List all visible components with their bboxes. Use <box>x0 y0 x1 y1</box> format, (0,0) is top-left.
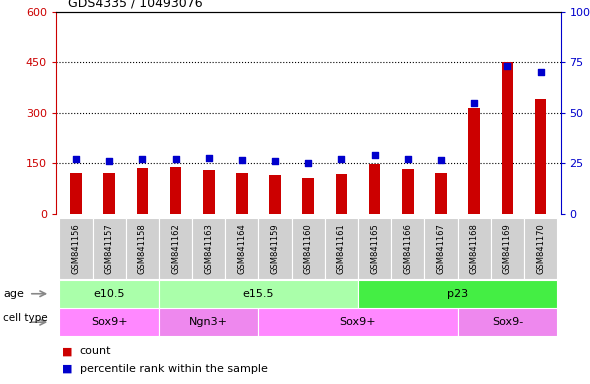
Text: GSM841167: GSM841167 <box>437 223 445 274</box>
Text: Sox9+: Sox9+ <box>91 317 127 327</box>
Bar <box>402 169 414 214</box>
Bar <box>70 174 82 214</box>
Bar <box>60 308 159 336</box>
Point <box>470 99 479 106</box>
Bar <box>159 218 192 279</box>
Text: GSM841164: GSM841164 <box>237 223 247 274</box>
Bar <box>192 218 225 279</box>
Bar <box>60 218 93 279</box>
Bar <box>491 218 524 279</box>
Bar <box>336 174 348 214</box>
Point <box>204 155 214 161</box>
Text: age: age <box>3 289 24 299</box>
Text: GSM841163: GSM841163 <box>204 223 213 274</box>
Point <box>436 157 446 163</box>
Point <box>370 152 379 158</box>
Text: GDS4335 / 10493076: GDS4335 / 10493076 <box>68 0 202 10</box>
Bar <box>159 308 258 336</box>
Bar <box>203 170 215 214</box>
Text: GSM841170: GSM841170 <box>536 223 545 274</box>
Bar <box>93 218 126 279</box>
Bar <box>126 218 159 279</box>
Bar <box>258 218 291 279</box>
Text: ■: ■ <box>62 346 73 356</box>
Bar <box>535 99 546 214</box>
Point <box>137 156 147 162</box>
Text: count: count <box>80 346 111 356</box>
Text: GSM841169: GSM841169 <box>503 223 512 274</box>
Text: p23: p23 <box>447 289 468 299</box>
Text: Sox9-: Sox9- <box>492 317 523 327</box>
Text: GSM841157: GSM841157 <box>104 223 114 274</box>
Bar <box>236 173 248 214</box>
Text: GSM841162: GSM841162 <box>171 223 180 274</box>
Text: GSM841161: GSM841161 <box>337 223 346 274</box>
Text: cell type: cell type <box>3 313 48 323</box>
Point <box>171 156 180 162</box>
Point <box>270 158 280 164</box>
Text: GSM841158: GSM841158 <box>138 223 147 274</box>
Text: GSM841160: GSM841160 <box>304 223 313 274</box>
Bar <box>369 164 381 214</box>
Bar <box>103 173 115 214</box>
Point <box>536 69 545 75</box>
Text: GSM841159: GSM841159 <box>271 223 280 274</box>
Bar <box>358 280 557 308</box>
Bar <box>502 62 513 214</box>
Bar <box>60 280 159 308</box>
Bar <box>291 218 325 279</box>
Bar <box>524 218 557 279</box>
Point <box>71 156 81 162</box>
Point <box>237 157 247 163</box>
Point <box>503 63 512 69</box>
Bar <box>424 218 458 279</box>
Bar <box>170 167 181 214</box>
Bar <box>269 175 281 214</box>
Text: Ngn3+: Ngn3+ <box>189 317 228 327</box>
Bar <box>358 218 391 279</box>
Text: e10.5: e10.5 <box>93 289 125 299</box>
Text: GSM841168: GSM841168 <box>470 223 478 274</box>
Text: e15.5: e15.5 <box>242 289 274 299</box>
Point <box>303 160 313 166</box>
Bar <box>435 173 447 214</box>
Text: percentile rank within the sample: percentile rank within the sample <box>80 364 267 374</box>
Bar <box>325 218 358 279</box>
Text: GSM841165: GSM841165 <box>370 223 379 274</box>
Bar <box>391 218 424 279</box>
Bar <box>225 218 258 279</box>
Text: GSM841166: GSM841166 <box>404 223 412 274</box>
Text: GSM841156: GSM841156 <box>71 223 80 274</box>
Point <box>337 156 346 162</box>
Bar <box>159 280 358 308</box>
Bar <box>303 179 314 214</box>
Bar <box>458 218 491 279</box>
Text: ■: ■ <box>62 364 73 374</box>
Point <box>403 156 412 162</box>
Bar <box>468 108 480 214</box>
Point <box>104 158 114 164</box>
Bar <box>458 308 557 336</box>
Bar <box>136 168 148 214</box>
Bar <box>258 308 458 336</box>
Text: Sox9+: Sox9+ <box>340 317 376 327</box>
